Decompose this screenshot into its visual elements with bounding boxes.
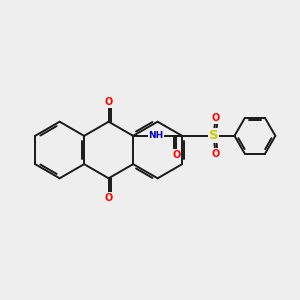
Text: O: O (212, 113, 220, 123)
Text: O: O (212, 148, 220, 159)
Text: S: S (209, 129, 218, 142)
Text: O: O (104, 97, 113, 107)
Text: O: O (104, 193, 113, 203)
Text: NH: NH (148, 131, 164, 140)
Text: O: O (172, 150, 181, 160)
